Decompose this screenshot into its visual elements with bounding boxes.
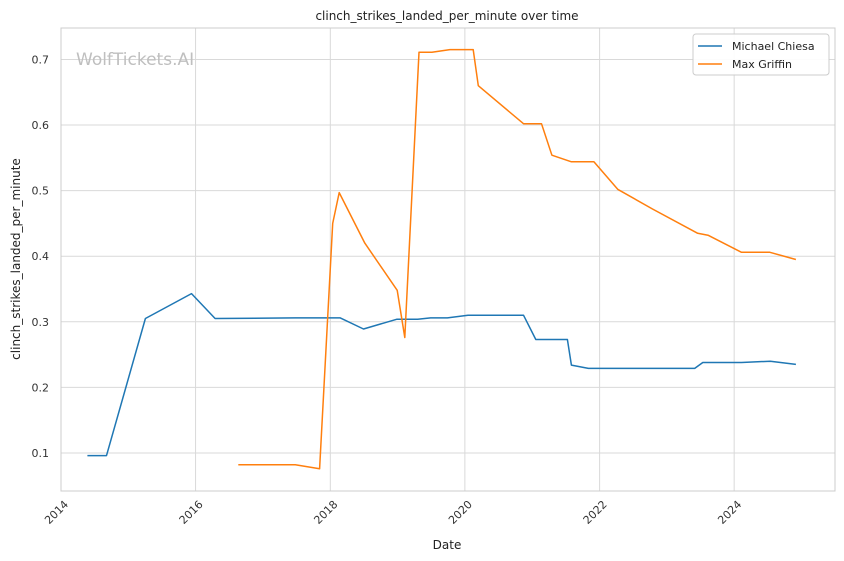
y-tick-label: 0.2 (32, 381, 50, 394)
y-axis-ticks: 0.1 0.2 0.3 0.4 0.5 0.6 0.7 (32, 53, 50, 459)
chart-title: clinch_strikes_landed_per_minute over ti… (315, 9, 578, 23)
series-line-2 (238, 48, 797, 470)
plot-area-frame (60, 27, 836, 492)
y-axis-label: clinch_strikes_landed_per_minute (9, 158, 23, 360)
legend-label: Michael Chiesa (732, 40, 815, 53)
legend-box (692, 33, 830, 76)
y-tick-label: 0.6 (32, 119, 50, 132)
legend: Michael Chiesa Max Griffin (692, 33, 830, 76)
legend-label: Max Griffin (732, 58, 792, 71)
y-tick-label: 0.4 (32, 250, 50, 263)
y-tick-label: 0.5 (32, 185, 50, 198)
series-lines (87, 48, 797, 470)
y-tick-label: 0.1 (32, 447, 50, 460)
y-tick-label: 0.3 (32, 316, 50, 329)
y-tick-label: 0.7 (32, 53, 50, 66)
series-line-1 (87, 292, 796, 457)
watermark: WolfTickets.AI (76, 50, 194, 70)
x-axis-label: Date (433, 538, 462, 552)
